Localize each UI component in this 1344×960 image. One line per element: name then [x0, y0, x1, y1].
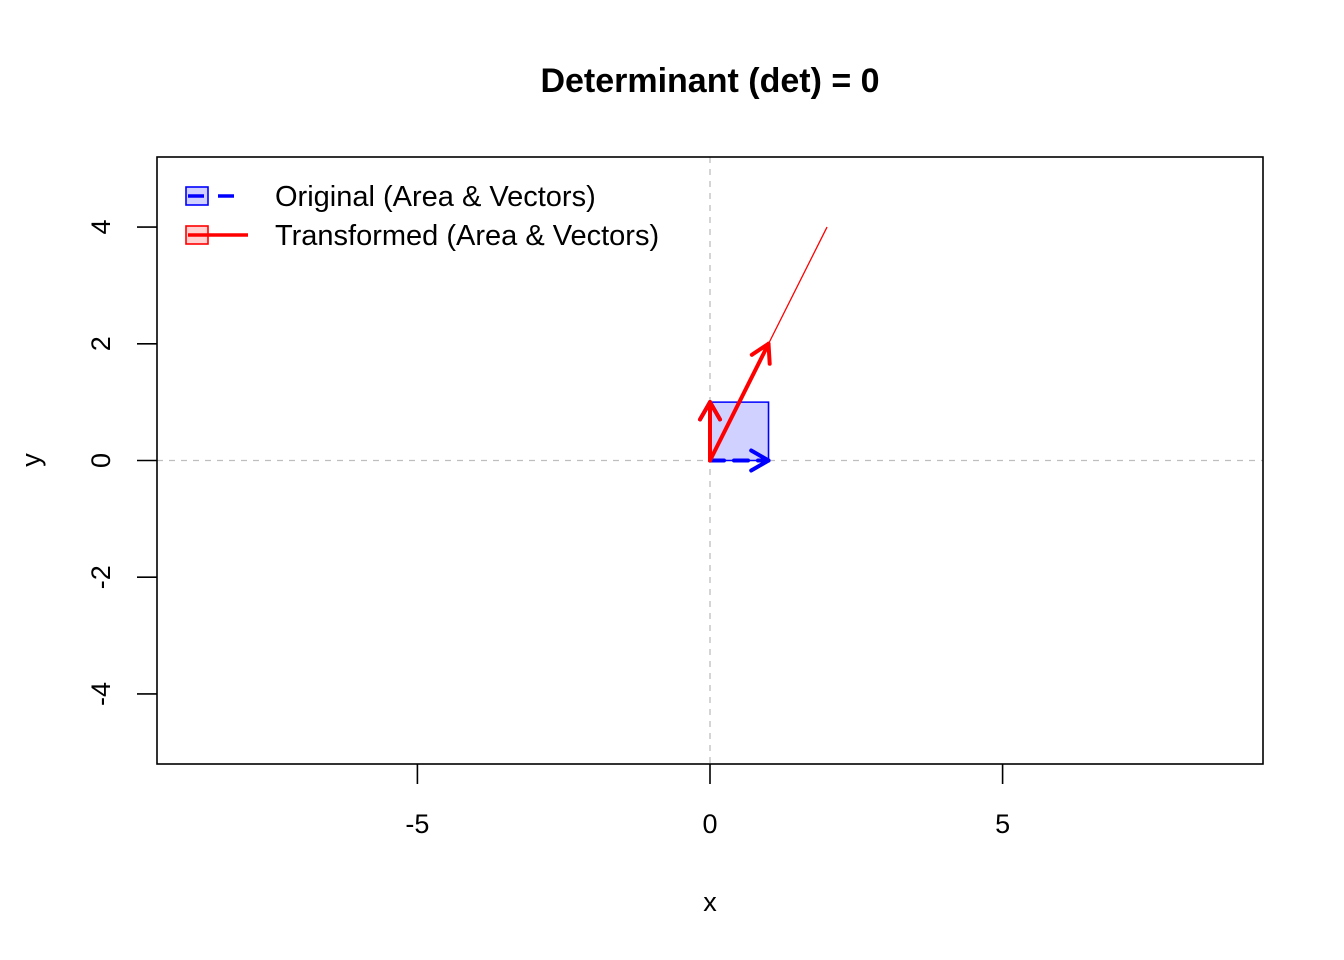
original-area	[709, 401, 770, 462]
transformed-vector-2-head	[698, 400, 722, 422]
legend-label: Transformed (Area & Vectors)	[275, 220, 659, 252]
y-tick-label: 0	[86, 453, 116, 468]
legend: Original (Area & Vectors) Transformed (Ar…	[185, 181, 659, 252]
x-tick-label: 5	[995, 809, 1010, 839]
legend-label: Original (Area & Vectors)	[275, 181, 596, 213]
y-tick-label: 4	[86, 220, 116, 235]
x-axis-label: x	[703, 887, 717, 917]
legend-entry-1: Original (Area & Vectors)	[185, 181, 596, 213]
original-vector-1-head	[749, 448, 771, 473]
transformed-vector-1-head	[749, 341, 772, 366]
transformed-vector-1-shaft	[708, 341, 771, 463]
legend-entry-2: Transformed (Area & Vectors)	[185, 220, 659, 252]
plot-layer	[157, 157, 1263, 764]
chart-title: Determinant (det) = 0	[540, 62, 879, 100]
original-vector-1	[708, 448, 771, 473]
axes-layer: -5 0 5 -4 -2 0 2 4	[86, 156, 1264, 839]
y-tick-label: -4	[86, 682, 116, 706]
y-tick-label: 2	[86, 336, 116, 351]
x-tick-label: -5	[405, 809, 429, 839]
x-tick-label: 0	[702, 809, 717, 839]
y-axis-label: y	[16, 453, 46, 467]
transformed-vector-2	[698, 400, 722, 463]
transformed-vector-1	[708, 341, 772, 463]
y-tick-label: -2	[86, 565, 116, 589]
